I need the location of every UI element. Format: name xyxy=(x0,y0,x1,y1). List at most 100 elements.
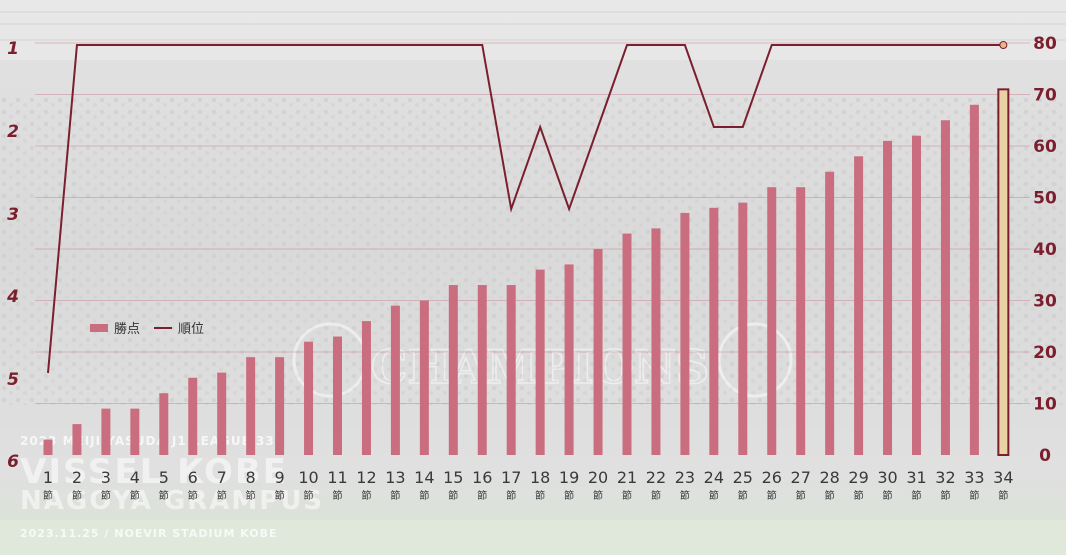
x-tick-label: 4 xyxy=(130,468,140,487)
x-tick-label: 22 xyxy=(646,468,666,487)
x-tick-label: 5 xyxy=(159,468,169,487)
rank-line-endpoint xyxy=(999,41,1008,49)
x-tick-unit: 節 xyxy=(767,489,777,502)
chart-legend: 勝点 順位 xyxy=(90,318,204,337)
x-tick-label: 17 xyxy=(501,468,521,487)
points-bar xyxy=(506,285,516,455)
points-bar xyxy=(709,207,719,455)
x-tick-label: 8 xyxy=(246,468,256,487)
x-tick-unit: 節 xyxy=(361,489,371,502)
x-tick-unit: 節 xyxy=(159,489,169,502)
points-bar xyxy=(593,249,603,455)
x-tick-label: 20 xyxy=(588,468,608,487)
points-bar xyxy=(333,336,342,455)
legend-bar-label: 勝点 xyxy=(114,322,141,337)
points-bar xyxy=(883,140,893,455)
right-axis-tick-label: 70 xyxy=(1033,86,1057,106)
x-tick-label: 32 xyxy=(935,468,955,487)
points-bar xyxy=(477,285,487,455)
left-axis-tick-label: 3 xyxy=(7,205,19,225)
legend-bar-swatch xyxy=(90,323,108,332)
x-tick-unit: 節 xyxy=(419,489,429,502)
right-axis-tick-label: 60 xyxy=(1033,137,1057,157)
points-bar xyxy=(419,300,429,455)
points-bar xyxy=(940,120,950,455)
x-tick-label: 19 xyxy=(559,468,579,487)
x-tick-unit: 節 xyxy=(883,489,893,502)
x-tick-label: 11 xyxy=(327,468,347,487)
right-axis-tick-label: 80 xyxy=(1033,34,1057,54)
x-tick-label: 7 xyxy=(217,468,227,487)
points-bar xyxy=(767,187,777,455)
x-tick-unit: 節 xyxy=(825,489,835,502)
x-tick-label: 26 xyxy=(762,468,782,487)
x-tick-unit: 節 xyxy=(651,489,661,502)
points-bar xyxy=(101,408,111,455)
x-tick-unit: 節 xyxy=(796,489,806,502)
points-bar xyxy=(738,202,748,455)
x-tick-unit: 節 xyxy=(130,489,140,502)
league-caption: 2023 MEIJI YASUDA J1 LEAGUE 33 xyxy=(20,434,275,448)
legend-line-swatch xyxy=(154,326,173,329)
x-tick-unit: 節 xyxy=(506,489,516,502)
points-bar-highlight xyxy=(997,88,1010,456)
x-tick-label: 9 xyxy=(275,468,285,487)
points-bar xyxy=(390,305,400,455)
points-bar xyxy=(448,285,458,455)
x-tick-unit: 節 xyxy=(217,489,227,502)
x-tick-label: 25 xyxy=(733,468,753,487)
points-bar xyxy=(969,104,979,456)
rank-line xyxy=(47,44,1004,374)
left-axis-tick-label: 4 xyxy=(6,287,19,307)
x-tick-label: 16 xyxy=(472,468,492,487)
x-tick-label: 34 xyxy=(993,468,1013,487)
x-tick-unit: 節 xyxy=(304,489,314,502)
x-tick-label: 10 xyxy=(298,468,318,487)
x-tick-unit: 節 xyxy=(998,489,1008,502)
x-tick-label: 15 xyxy=(443,468,463,487)
points-bar xyxy=(564,264,574,455)
left-axis-tick-label: 1 xyxy=(7,39,19,59)
points-bar xyxy=(361,321,371,455)
away-team-caption: NAGOYA GRAMPUS xyxy=(20,486,325,516)
date-venue-caption: 2023.11.25 / NOEVIR STADIUM KOBE xyxy=(20,527,278,540)
x-tick-label: 28 xyxy=(819,468,839,487)
x-tick-unit: 節 xyxy=(275,489,285,502)
points-bar xyxy=(246,357,256,455)
x-tick-unit: 節 xyxy=(43,489,53,502)
points-bar xyxy=(43,439,53,455)
x-tick-label: 2 xyxy=(72,468,82,487)
x-tick-unit: 節 xyxy=(333,489,343,502)
x-tick-unit: 節 xyxy=(593,489,603,502)
points-bar xyxy=(912,135,921,455)
x-tick-unit: 節 xyxy=(535,489,545,502)
right-axis-tick-label: 20 xyxy=(1033,343,1057,363)
x-tick-label: 12 xyxy=(356,468,376,487)
x-tick-unit: 節 xyxy=(564,489,574,502)
x-tick-label: 27 xyxy=(791,468,811,487)
right-axis-tick-label: 50 xyxy=(1033,189,1057,209)
left-axis-tick-label: 2 xyxy=(7,122,19,142)
x-tick-label: 33 xyxy=(964,468,984,487)
right-axis-tick-label: 40 xyxy=(1033,240,1057,260)
x-tick-unit: 節 xyxy=(854,489,864,502)
x-tick-label: 1 xyxy=(43,468,53,487)
right-axis-tick-label: 10 xyxy=(1033,395,1057,415)
home-team-caption: VISSEL KOBE xyxy=(20,452,289,492)
points-bar xyxy=(130,408,140,455)
x-tick-unit: 節 xyxy=(940,489,950,502)
points-bar xyxy=(622,233,632,455)
left-axis-tick-label: 5 xyxy=(7,370,19,390)
points-bar xyxy=(304,341,314,455)
x-tick-label: 21 xyxy=(617,468,637,487)
x-tick-label: 14 xyxy=(414,468,434,487)
x-tick-unit: 節 xyxy=(709,489,719,502)
x-tick-unit: 節 xyxy=(246,489,256,502)
x-tick-label: 6 xyxy=(188,468,198,487)
legend-line-label: 順位 xyxy=(178,322,205,337)
x-tick-label: 29 xyxy=(848,468,868,487)
points-bar xyxy=(275,357,285,455)
x-tick-label: 24 xyxy=(704,468,724,487)
points-bar xyxy=(159,393,169,455)
